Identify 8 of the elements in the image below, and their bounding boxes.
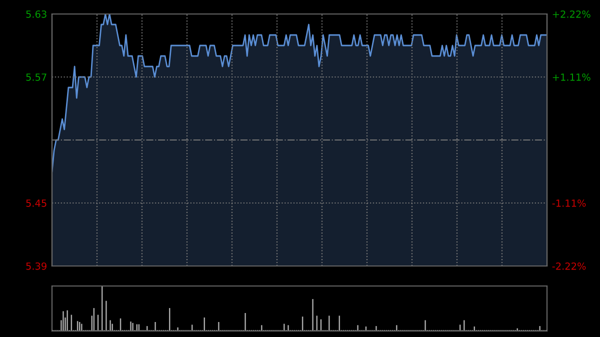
y-tick-label: 5.45 (26, 200, 46, 207)
y2-tick-label: +1.11% (552, 73, 590, 81)
y2-tick-label: +2.22% (552, 10, 590, 18)
y-tick-label: 5.39 (26, 262, 46, 270)
y2-tick-label: -2.22% (552, 262, 586, 270)
y-tick-label: 5.63 (26, 10, 46, 18)
y2-tick-label: -1.11% (552, 199, 586, 207)
y-tick-label: 5.57 (26, 74, 46, 81)
